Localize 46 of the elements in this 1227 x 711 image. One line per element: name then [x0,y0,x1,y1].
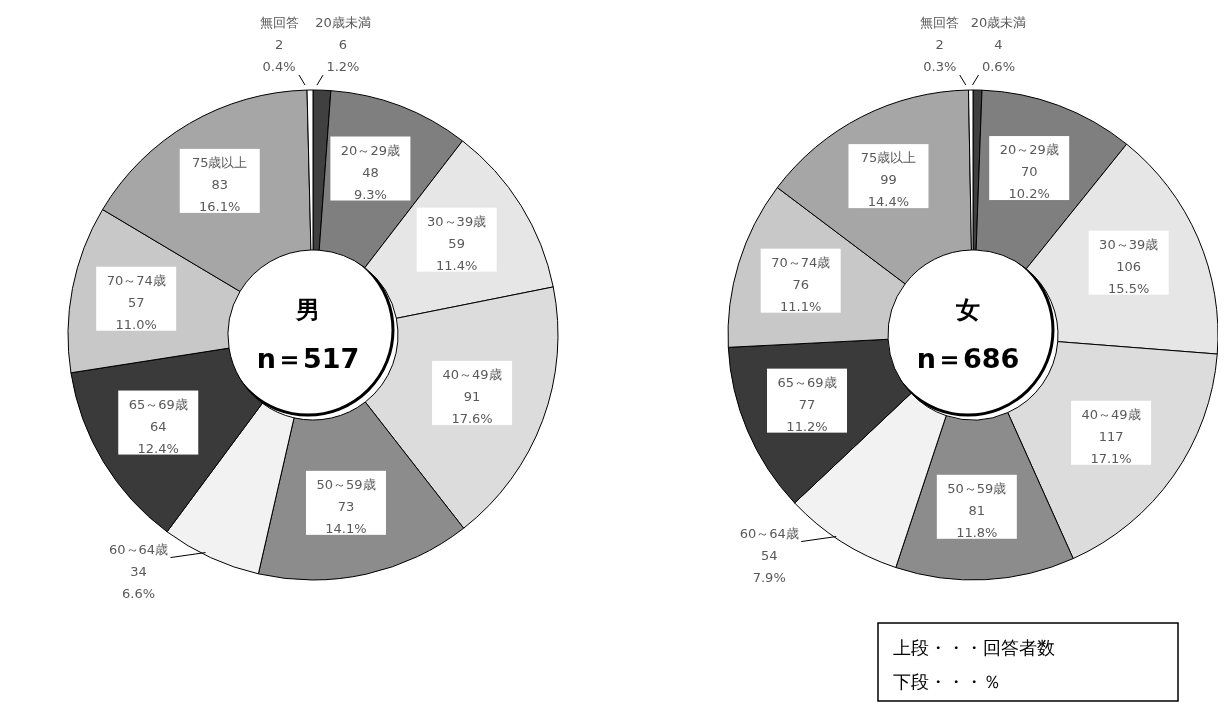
slice-label: 75歳以上 [860,150,917,166]
text: 男 [295,296,320,324]
data-label: 106 15.5% [1108,258,1150,296]
slice-label: 50～59歳 [947,480,1007,496]
slice-label: 60～64歳 [739,525,799,541]
data-label: 34 6.6% [122,563,156,601]
data-label: 54 7.9% [752,547,786,585]
slice-label: 30～39歳 [1099,236,1159,252]
slice-label: 30～39歳 [427,213,487,229]
text: 女 [955,296,980,324]
data-label: 64 12.4% [137,418,179,456]
data-label: 57 11.0% [115,294,157,332]
data-label: 6 1.2% [326,37,360,75]
slice-label: 無回答 [920,15,960,31]
slice-label: 70～74歳 [106,272,166,288]
data-label: 91 17.6% [451,388,493,426]
data-label: 48 9.3% [353,164,387,202]
slice-label: 20～29歳 [340,142,400,158]
slice-label: 60～64歳 [109,541,169,557]
data-label: 99 14.4% [867,172,910,210]
text: n＝686 [916,343,1020,374]
data-label: 81 11.8% [956,502,998,540]
text: 上段・・・回答者数 [893,637,1055,658]
slice-label: 40～49歳 [1081,406,1141,422]
slice-label: 75歳以上 [191,154,248,170]
data-label: 4 0.6% [981,37,1015,75]
slice-label: 70～74歳 [771,254,831,270]
text: n＝517 [256,343,360,374]
data-label: 73 14.1% [325,498,367,536]
slice-label: 20歳未満 [970,15,1027,31]
slice-label: 20歳未満 [315,15,371,31]
data-label: 77 11.2% [786,396,828,434]
slice-label: 無回答 [259,15,299,31]
data-label: 2 0.4% [262,37,296,75]
slice-label: 20～29歳 [999,142,1059,158]
slice-label: 65～69歳 [128,396,188,412]
data-label: 2 0.3% [923,37,957,75]
data-label: 117 17.1% [1090,428,1132,466]
slice-label: 50～59歳 [316,476,376,492]
slice-label: 65～69歳 [777,374,837,390]
data-label: 83 16.1% [199,176,241,214]
data-label: 70 10.2% [1008,164,1050,202]
data-label: 59 11.4% [435,235,478,273]
data-label: 76 11.1% [780,276,822,314]
slice-label: 40～49歳 [442,366,502,382]
text: 下段・・・％ [893,671,1001,692]
